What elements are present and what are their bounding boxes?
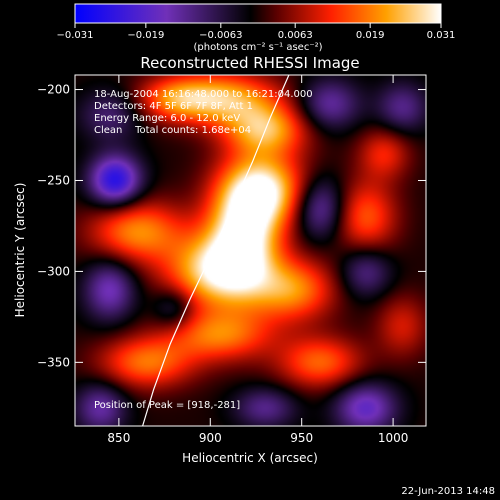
annotation-clean-counts: Clean Total counts: 1.68e+04 bbox=[94, 125, 251, 136]
y-tick-label: −250 bbox=[37, 173, 70, 187]
colorbar-tick-label: −0.019 bbox=[127, 30, 164, 41]
x-tick-label: 950 bbox=[290, 431, 313, 445]
y-axis-label: Heliocentric Y (arcsec) bbox=[13, 183, 27, 318]
x-axis-label: Heliocentric X (arcsec) bbox=[182, 451, 318, 465]
peak-position-label: Position of Peak = [918,-281] bbox=[94, 400, 240, 411]
colorbar-label: (photons cm⁻² s⁻¹ asec⁻²) bbox=[193, 42, 322, 53]
x-tick-label: 1000 bbox=[378, 431, 409, 445]
y-tick-label: −300 bbox=[37, 264, 70, 278]
annotation-energy-range: Energy Range: 6.0 - 12.0 keV bbox=[94, 113, 240, 124]
plot-frame bbox=[74, 74, 427, 427]
footer-date: 22-Jun-2013 14:48 bbox=[401, 486, 495, 497]
colorbar bbox=[74, 3, 442, 24]
x-axis-ticks: 850 900 950 1000 bbox=[107, 75, 408, 445]
colorbar-tick-label: 0.019 bbox=[356, 30, 385, 41]
x-tick-label: 900 bbox=[199, 431, 222, 445]
colorbar-tick-label: −0.0063 bbox=[199, 30, 242, 41]
colorbar-tick-label: 0.0063 bbox=[278, 30, 313, 41]
y-axis-ticks: −200 −250 −300 −350 bbox=[37, 83, 426, 369]
y-tick-label: −350 bbox=[37, 355, 70, 369]
annotation-block: 18-Aug-2004 16:16:48.000 to 16:21:04.000… bbox=[94, 89, 313, 136]
x-tick-label: 850 bbox=[107, 431, 130, 445]
colorbar-ticks: −0.031 −0.019 −0.0063 0.0063 0.019 0.031 bbox=[56, 23, 455, 41]
chart-title: Reconstructed RHESSI Image bbox=[140, 54, 359, 72]
annotation-detectors: Detectors: 4F 5F 6F 7F 8F, Att 1 bbox=[94, 101, 253, 112]
heatmap-image bbox=[75, 75, 426, 426]
colorbar-tick-label: 0.031 bbox=[427, 30, 456, 41]
solar-limb-line bbox=[142, 75, 290, 426]
annotation-time-range: 18-Aug-2004 16:16:48.000 to 16:21:04.000 bbox=[94, 89, 313, 100]
y-tick-label: −200 bbox=[37, 83, 70, 97]
colorbar-tick-label: −0.031 bbox=[56, 30, 93, 41]
